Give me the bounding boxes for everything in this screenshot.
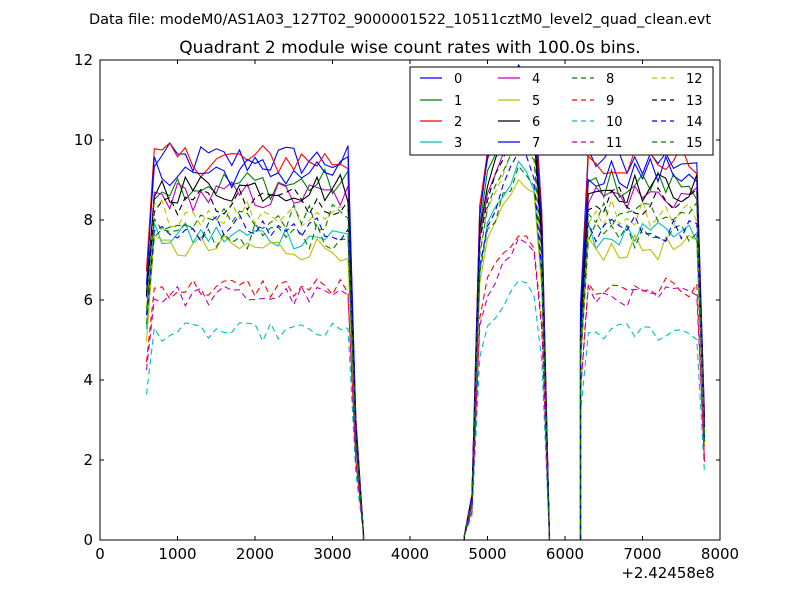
legend-label-7: 7 bbox=[532, 136, 540, 151]
x-tick-label: 7000 bbox=[623, 545, 661, 563]
legend-label-4: 4 bbox=[532, 72, 540, 87]
suptitle: Data file: modeM0/AS1A03_127T02_90000015… bbox=[89, 12, 711, 28]
legend-label-2: 2 bbox=[454, 115, 462, 130]
legend-label-13: 13 bbox=[686, 94, 703, 109]
legend-label-3: 3 bbox=[454, 136, 462, 151]
legend-label-15: 15 bbox=[686, 136, 703, 151]
legend-box bbox=[409, 66, 714, 156]
y-tick-label: 8 bbox=[83, 211, 93, 229]
legend-label-14: 14 bbox=[686, 115, 703, 130]
legend-label-9: 9 bbox=[606, 94, 614, 109]
legend-label-0: 0 bbox=[454, 72, 462, 87]
x-tick-label: 2000 bbox=[236, 545, 274, 563]
x-tick-label: 8000 bbox=[701, 545, 739, 563]
legend-label-6: 6 bbox=[532, 115, 540, 130]
x-tick-label: 4000 bbox=[391, 545, 429, 563]
legend-label-11: 11 bbox=[606, 136, 623, 151]
legend-label-8: 8 bbox=[606, 72, 614, 87]
y-tick-label: 4 bbox=[83, 371, 93, 389]
series-line-15 bbox=[145, 137, 706, 541]
y-tick-label: 12 bbox=[74, 51, 93, 69]
legend-label-10: 10 bbox=[606, 115, 623, 130]
x-tick-label: 0 bbox=[95, 545, 105, 563]
x-tick-label: 6000 bbox=[546, 545, 584, 563]
y-tick-label: 6 bbox=[83, 291, 93, 309]
x-tick-label: 3000 bbox=[313, 545, 351, 563]
legend-label-12: 12 bbox=[686, 72, 703, 87]
x-tick-label: 5000 bbox=[468, 545, 506, 563]
y-tick-label: 2 bbox=[83, 451, 93, 469]
x-tick-label: 1000 bbox=[158, 545, 196, 563]
y-tick-label: 0 bbox=[83, 531, 93, 549]
x-offset-label: +2.42458e8 bbox=[621, 564, 714, 582]
axis-ticks: 0 1000 2000 3000 4000 5000 6000 7000 80000246810… bbox=[74, 51, 739, 563]
legend-label-1: 1 bbox=[454, 94, 462, 109]
y-tick-label: 10 bbox=[74, 131, 93, 149]
legend-label-5: 5 bbox=[532, 94, 540, 109]
chart-title: Quadrant 2 module wise count rates with … bbox=[179, 38, 640, 58]
series-line-9 bbox=[145, 235, 706, 541]
